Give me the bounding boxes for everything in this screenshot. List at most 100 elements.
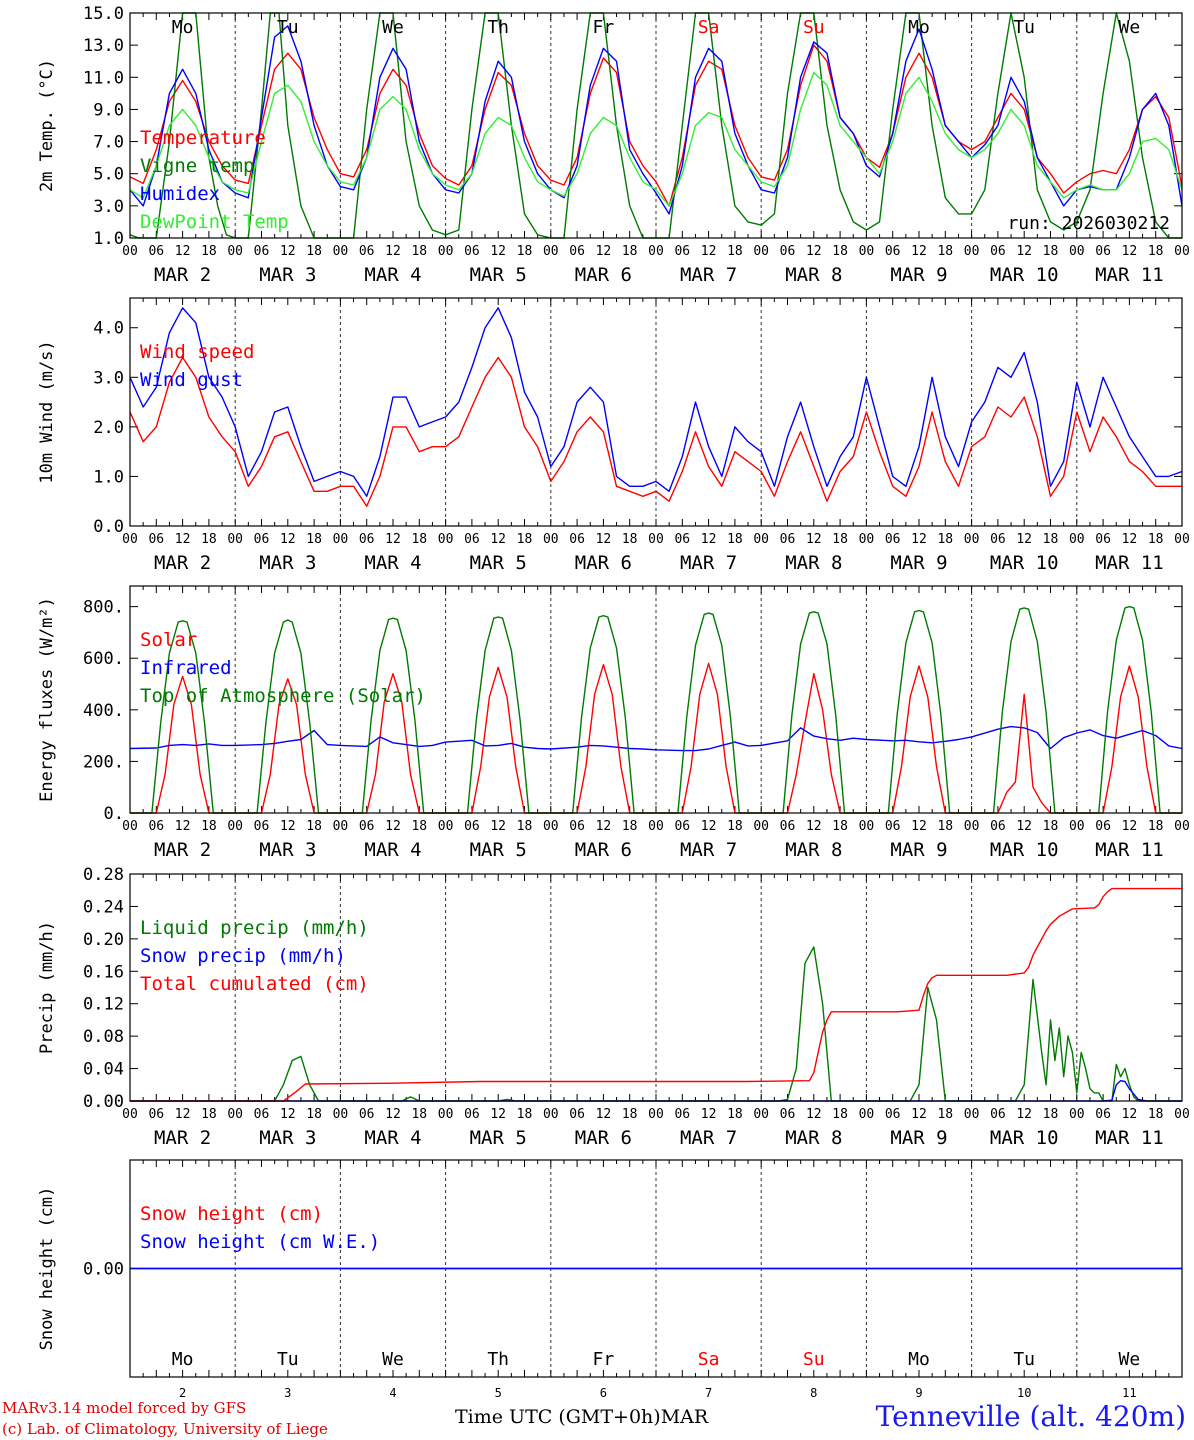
hour-tick-label: 00 — [333, 244, 349, 259]
hour-tick-label: 12 — [280, 532, 296, 547]
hour-tick-label: 12 — [596, 819, 612, 834]
hour-tick-label: 12 — [490, 819, 506, 834]
date-label: MAR 7 — [680, 839, 737, 861]
hour-tick-label: 00 — [1069, 1107, 1085, 1122]
legend-entry: Snow height (cm W.E.) — [140, 1231, 380, 1253]
series-dewpoint-temp — [129, 71, 1183, 207]
hour-tick-label: 18 — [517, 532, 533, 547]
hour-tick-label: 18 — [517, 819, 533, 834]
hour-tick-label: 12 — [1016, 532, 1032, 547]
panel-precip: 0.00 0.04 0.08 0.12 0.16 0.20 0.24 0.28 Precip (… — [37, 865, 1190, 1149]
hour-tick-label: 00 — [964, 1107, 980, 1122]
y-tick-label: 600. — [83, 649, 124, 669]
hour-tick-label: 00 — [227, 244, 243, 259]
day-number-label: 2 — [179, 1386, 186, 1400]
hour-tick-label: 00 — [122, 1107, 138, 1122]
weekday-label: Tu — [277, 17, 299, 38]
weekday-label: Sa — [698, 1349, 720, 1370]
y-axis-label: Snow height (cm) — [37, 1187, 57, 1351]
hour-tick-label: 06 — [885, 1107, 901, 1122]
hour-tick-label: 06 — [990, 1107, 1006, 1122]
hour-tick-label: 18 — [306, 532, 322, 547]
hour-tick-label: 06 — [148, 244, 164, 259]
hour-tick-label: 00 — [543, 532, 559, 547]
y-tick-label: 800. — [83, 598, 124, 618]
hour-tick-label: 00 — [648, 1107, 664, 1122]
hour-tick-label: 12 — [701, 244, 717, 259]
date-label: MAR 10 — [990, 1127, 1059, 1149]
date-label: MAR 9 — [890, 264, 947, 286]
date-label: MAR 11 — [1095, 264, 1164, 286]
panel-frame — [129, 873, 1183, 1102]
hour-tick-label: 06 — [464, 244, 480, 259]
weekday-label: Su — [803, 17, 825, 38]
date-label: MAR 4 — [364, 839, 421, 861]
lab-credit: (c) Lab. of Climatology, University of L… — [2, 1420, 328, 1438]
date-label: MAR 9 — [890, 839, 947, 861]
weekday-label: Th — [487, 1349, 509, 1370]
hour-tick-label: 18 — [937, 244, 953, 259]
hour-tick-label: 12 — [911, 1107, 927, 1122]
hour-tick-label: 12 — [701, 532, 717, 547]
hour-tick-label: 12 — [175, 532, 191, 547]
hour-tick-label: 00 — [859, 1107, 875, 1122]
hour-tick-label: 18 — [306, 1107, 322, 1122]
panel-frame — [129, 297, 1183, 527]
date-label: MAR 7 — [680, 1127, 737, 1149]
hour-tick-label: 18 — [727, 532, 743, 547]
model-credit: MARv3.14 model forced by GFS — [2, 1399, 247, 1417]
hour-tick-label: 18 — [411, 819, 427, 834]
hour-tick-label: 06 — [674, 819, 690, 834]
hour-tick-label: 00 — [1069, 532, 1085, 547]
hour-tick-label: 12 — [490, 532, 506, 547]
hour-tick-label: 18 — [832, 1107, 848, 1122]
hour-tick-label: 12 — [175, 819, 191, 834]
date-label: MAR 8 — [785, 264, 842, 286]
x-axis-title: Time UTC (GMT+0h)MAR — [455, 1406, 709, 1428]
date-label: MAR 4 — [364, 264, 421, 286]
hour-tick-label: 00 — [543, 1107, 559, 1122]
hour-tick-label: 12 — [385, 819, 401, 834]
hour-tick-label: 18 — [306, 819, 322, 834]
hour-tick-label: 12 — [1016, 244, 1032, 259]
hour-tick-label: 12 — [911, 244, 927, 259]
y-tick-label: 3.0 — [93, 197, 124, 217]
hour-tick-label: 18 — [727, 1107, 743, 1122]
day-number-label: 3 — [284, 1386, 291, 1400]
y-tick-label: 9.0 — [93, 100, 124, 120]
date-label: MAR 7 — [680, 264, 737, 286]
y-tick-label: 0.12 — [83, 995, 124, 1015]
date-label: MAR 5 — [470, 1127, 527, 1149]
hour-tick-label: 06 — [885, 532, 901, 547]
y-tick-label: 4.0 — [93, 319, 124, 339]
hour-tick-label: 06 — [359, 244, 375, 259]
hour-tick-label: 00 — [227, 532, 243, 547]
legend-entry: Liquid precip (mm/h) — [140, 917, 369, 939]
day-number-label: 11 — [1122, 1386, 1136, 1400]
day-number-label: 10 — [1017, 1386, 1031, 1400]
date-label: MAR 4 — [364, 1127, 421, 1149]
hour-tick-label: 12 — [490, 244, 506, 259]
weekday-label: Sa — [698, 17, 720, 38]
hour-tick-label: 18 — [937, 819, 953, 834]
hour-tick-label: 06 — [569, 819, 585, 834]
hour-tick-label: 06 — [464, 532, 480, 547]
series-wind-speed — [129, 356, 1182, 507]
series-wind-gust — [129, 307, 1183, 497]
series-humidex — [129, 25, 1183, 215]
hour-tick-label: 00 — [333, 532, 349, 547]
hour-tick-label: 06 — [148, 819, 164, 834]
hour-tick-label: 00 — [964, 532, 980, 547]
y-tick-label: 15.0 — [83, 4, 124, 24]
weekday-label: Mo — [908, 1349, 930, 1370]
series-top-of-atmosphere-solar- — [130, 605, 1182, 814]
y-tick-label: 0.24 — [83, 897, 124, 917]
legend-entry: Top of Atmosphere (Solar) — [140, 685, 426, 707]
date-label: MAR 6 — [575, 264, 632, 286]
hour-tick-label: 18 — [201, 819, 217, 834]
date-label: MAR 8 — [785, 1127, 842, 1149]
hour-tick-label: 06 — [674, 244, 690, 259]
hour-tick-label: 06 — [990, 532, 1006, 547]
day-number-label: 4 — [389, 1386, 396, 1400]
